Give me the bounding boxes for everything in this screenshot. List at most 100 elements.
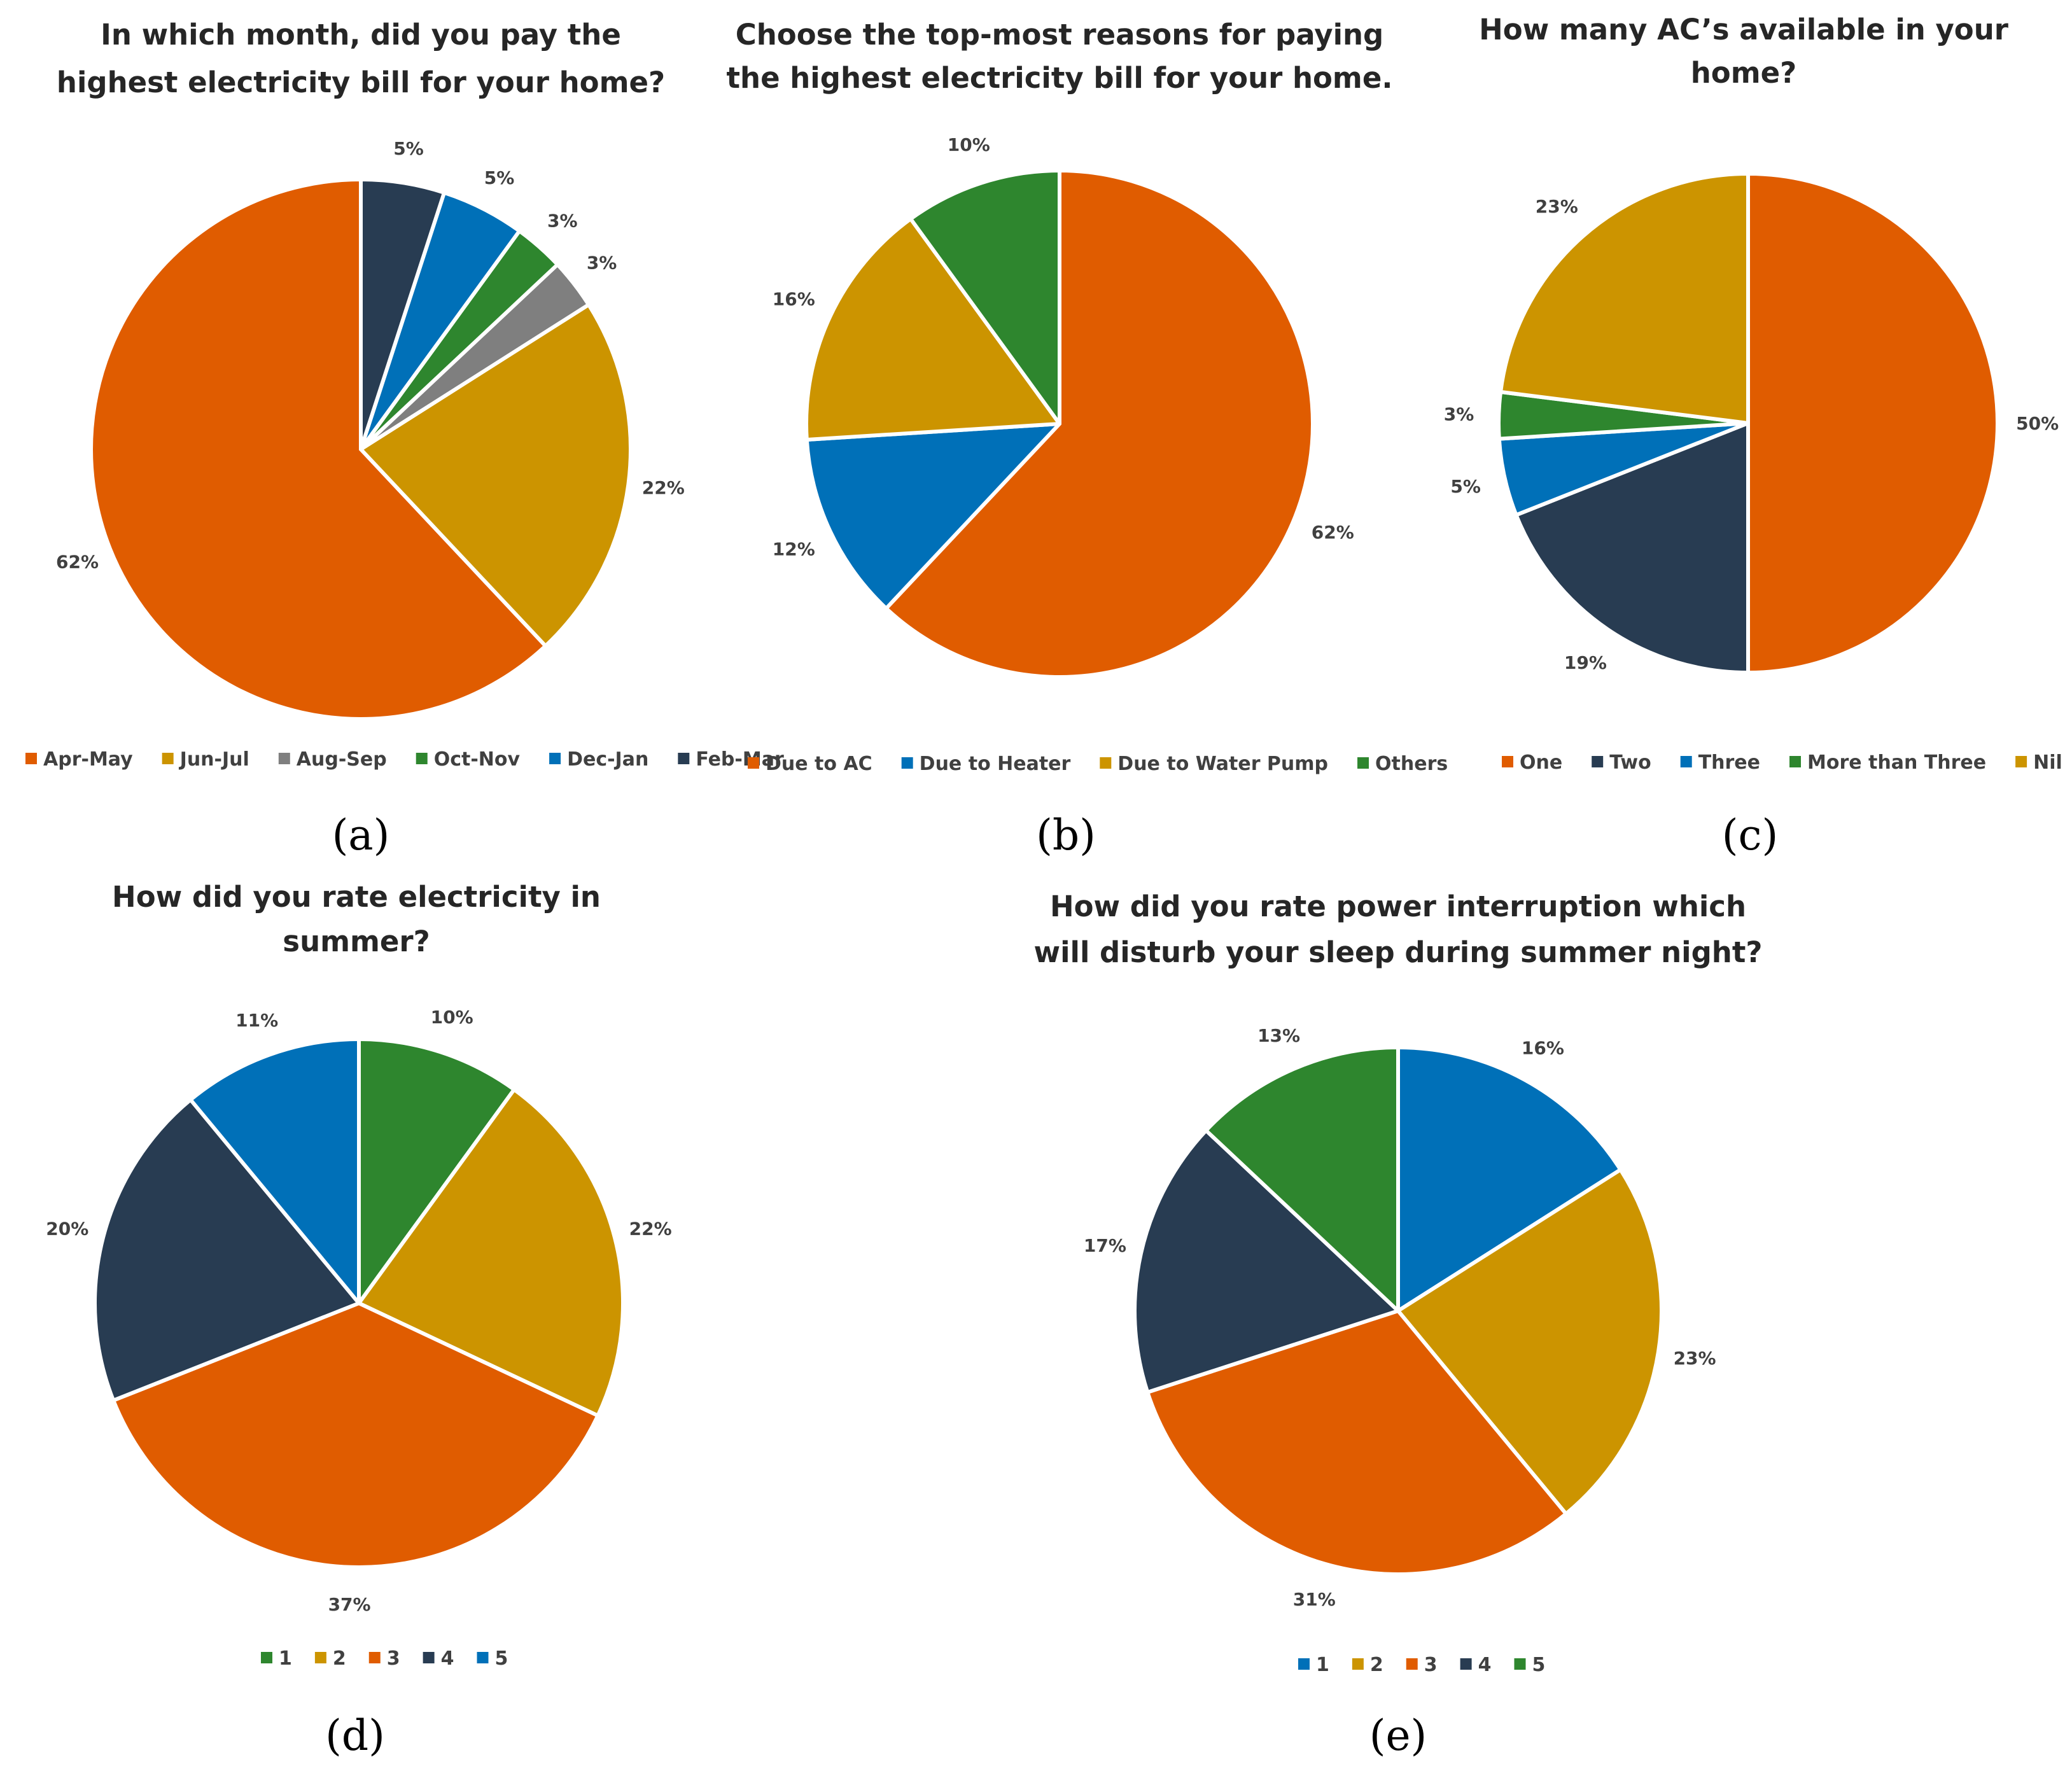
panel-b-legend-swatch-others xyxy=(1357,757,1369,769)
panel-d-data-label-1: 10% xyxy=(431,1007,473,1028)
panel-e-slice-1 xyxy=(1396,1045,1623,1313)
panel-e-pie: 16% 23% 31% 17% 13% xyxy=(1084,1025,1716,1610)
panel-c-legend-item-one: One xyxy=(1502,752,1562,774)
panel-a-slice-feb-mar xyxy=(359,178,447,451)
panel-b-legend-item-due-to-ac: Due to AC xyxy=(748,753,872,775)
panel-c-legend: One Two Three More than Three Nil xyxy=(1502,752,2062,774)
panel-c-legend-item-more-than-three: More than Three xyxy=(1789,752,1986,774)
panel-e-data-label-1: 16% xyxy=(1522,1037,1564,1058)
panel-a-slice-apr-may xyxy=(89,178,548,721)
panel-b-slice-due-to-heater xyxy=(804,422,1061,611)
panel-e-legend-swatch-3 xyxy=(1406,1658,1418,1670)
panel-c-slice-nil xyxy=(1499,172,1750,425)
panel-c-legend-swatch-two xyxy=(1592,756,1604,767)
panel-c-legend-item-three: Three xyxy=(1680,752,1760,774)
panel-d-data-label-4: 20% xyxy=(46,1218,88,1239)
panel-e-slice-4 xyxy=(1133,1128,1400,1394)
panel-a-data-label-oct-nov: 3% xyxy=(547,211,578,232)
panel-e-data-label-4: 17% xyxy=(1084,1235,1126,1256)
panel-c-data-label-three: 5% xyxy=(1450,476,1481,497)
panel-d-legend-swatch-1 xyxy=(261,1652,272,1663)
panel-c-legend-item-nil: Nil xyxy=(2015,752,2062,774)
panel-d-title-line-1: How did you rate electricity in xyxy=(112,880,601,914)
panel-c-caption: (c) xyxy=(1722,811,1778,860)
panel-a-pie: 62% 22% 3% 3% 5% 5% xyxy=(56,138,685,721)
panel-a-data-label-aug-sep: 3% xyxy=(587,252,617,273)
panel-c-legend-label-one: One xyxy=(1520,752,1562,774)
panel-c: How many AC’s available in your home? 50… xyxy=(1444,13,2062,860)
panel-c-title-line-1: How many AC’s available in your xyxy=(1479,13,2009,46)
panel-b-title-line-1: Choose the top-most reasons for paying xyxy=(736,18,1384,52)
panel-c-slice-two xyxy=(1514,421,1750,675)
panel-c-legend-swatch-more-than-three xyxy=(1789,756,1802,767)
panel-c-data-label-nil: 23% xyxy=(1536,196,1578,217)
panel-c-legend-item-two: Two xyxy=(1592,752,1651,774)
panel-e-legend-swatch-4 xyxy=(1460,1658,1472,1670)
panel-c-legend-label-nil: Nil xyxy=(2033,752,2062,774)
panel-a-legend-swatch-feb-mar xyxy=(678,753,690,764)
panel-d-legend-swatch-2 xyxy=(314,1652,326,1663)
panel-b-legend-item-due-to-water-pump: Due to Water Pump xyxy=(1100,753,1328,775)
panel-d-legend: 1 2 3 4 5 xyxy=(261,1647,508,1670)
panel-b-pie: 62% 12% 16% 10% xyxy=(773,134,1354,679)
panel-d-legend-item-4: 4 xyxy=(423,1647,454,1670)
panel-e-legend-item-5: 5 xyxy=(1514,1654,1545,1676)
panel-b-slice-others xyxy=(909,169,1061,426)
panel-b-legend-swatch-due-to-ac xyxy=(748,757,759,769)
panel-d-legend-swatch-4 xyxy=(423,1652,435,1663)
panel-d-data-label-5: 11% xyxy=(235,1010,278,1031)
panel-a-caption: (a) xyxy=(332,811,390,860)
panel-c-data-label-one: 50% xyxy=(2016,413,2059,434)
panel-d-legend-item-3: 3 xyxy=(368,1647,400,1670)
panel-e-legend-item-3: 3 xyxy=(1406,1654,1438,1676)
panel-a-data-label-apr-may: 62% xyxy=(56,551,99,572)
panel-d-pie: 10% 22% 37% 20% 11% xyxy=(46,1007,671,1615)
panel-e-legend-item-4: 4 xyxy=(1460,1654,1491,1676)
panel-c-legend-swatch-one xyxy=(1502,756,1513,767)
panel-a-legend-swatch-oct-nov xyxy=(416,753,428,764)
panel-a-legend: Apr-May Jun-Jul Aug-Sep Oct-Nov Dec-Jan Feb-M… xyxy=(25,748,784,771)
panel-d-legend-item-5: 5 xyxy=(477,1647,508,1670)
panel-e-slice-3 xyxy=(1145,1309,1568,1576)
panel-b-data-label-others: 10% xyxy=(948,134,990,155)
panel-b-slice-due-to-ac xyxy=(884,169,1315,679)
panel-c-pie: 50% 19% 5% 3% 23% xyxy=(1444,172,2059,675)
panel-a-legend-swatch-aug-sep xyxy=(278,753,290,764)
panel-e-title-line-2: will disturb your sleep during summer ni… xyxy=(1034,935,1763,969)
panel-b-legend: Due to AC Due to Heater Due to Water Pump O… xyxy=(748,753,1448,775)
panel-b-slice-due-to-water-pump xyxy=(804,217,1061,442)
panel-d-legend-swatch-5 xyxy=(477,1652,489,1663)
panel-d-slice-1 xyxy=(357,1037,516,1305)
panel-b-legend-label-others: Others xyxy=(1375,753,1448,775)
panel-a-legend-item-feb-mar: Feb-Mar xyxy=(678,748,784,771)
panel-a-data-label-jun-jul: 22% xyxy=(642,477,685,498)
panel-b-legend-swatch-due-to-heater xyxy=(901,757,913,769)
panel-d-legend-item-2: 2 xyxy=(314,1647,346,1670)
panel-b-legend-label-due-to-ac: Due to AC xyxy=(766,753,872,775)
panel-c-slice-one xyxy=(1746,172,1999,675)
panel-d-slice-3 xyxy=(111,1301,600,1569)
panel-d-title-line-2: summer? xyxy=(283,925,430,958)
panel-a: In which month, did you pay the highest … xyxy=(25,18,784,860)
panel-a-legend-label-dec-jan: Dec-Jan xyxy=(567,748,648,771)
panel-e-legend-item-2: 2 xyxy=(1352,1654,1383,1676)
panel-c-data-label-more-than-three: 3% xyxy=(1444,404,1474,425)
panel-a-legend-item-aug-sep: Aug-Sep xyxy=(278,748,387,771)
panel-e-data-label-3: 31% xyxy=(1293,1589,1336,1610)
panel-a-legend-label-feb-mar: Feb-Mar xyxy=(696,748,784,771)
panel-e-data-label-5: 13% xyxy=(1257,1025,1300,1046)
panel-c-legend-swatch-three xyxy=(1680,756,1692,767)
panel-a-data-label-feb-mar: 5% xyxy=(393,138,424,159)
panel-a-legend-label-oct-nov: Oct-Nov xyxy=(434,748,521,771)
panel-e-title-line-1: How did you rate power interruption whic… xyxy=(1050,890,1746,923)
panel-e-legend-label-2: 2 xyxy=(1370,1654,1383,1676)
panel-a-legend-label-apr-may: Apr-May xyxy=(43,748,133,771)
panel-d-slice-5 xyxy=(188,1037,361,1305)
panel-b-caption: (b) xyxy=(1036,811,1096,860)
panel-e-slice-2 xyxy=(1396,1168,1663,1516)
panel-a-data-label-dec-jan: 5% xyxy=(484,167,515,188)
panel-c-legend-label-more-than-three: More than Three xyxy=(1807,752,1986,774)
panel-e-data-label-2: 23% xyxy=(1674,1348,1716,1369)
panel-d-legend-label-1: 1 xyxy=(279,1647,292,1670)
